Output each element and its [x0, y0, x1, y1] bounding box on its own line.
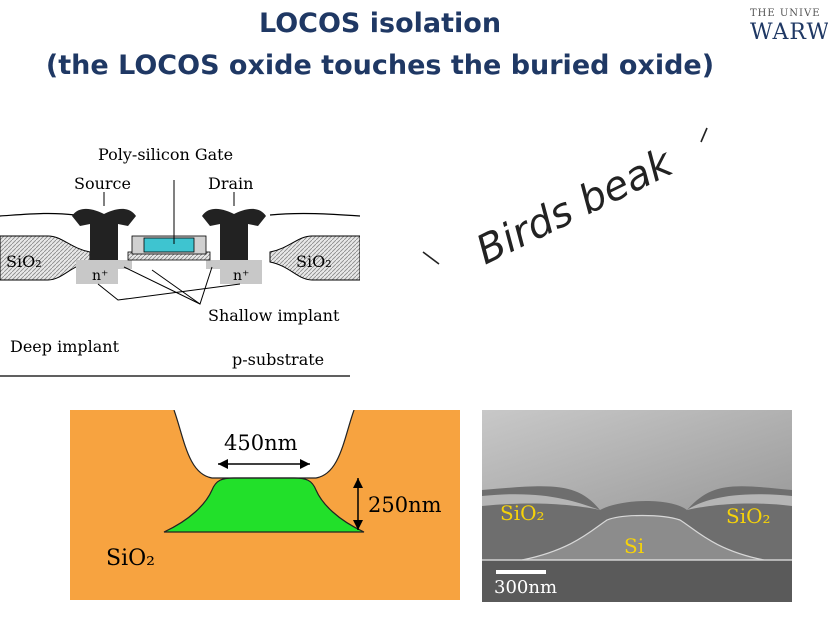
sem-ridge-left: [482, 494, 600, 510]
drain-label: Drain: [208, 174, 253, 193]
sem-ridge-right: [687, 494, 792, 510]
height-label: 250nm: [368, 493, 442, 517]
sio2-right-label: SiO₂: [296, 252, 332, 271]
logo-small-text: THE UNIVE: [750, 8, 821, 19]
deep-implant-label: Deep implant: [10, 337, 120, 356]
locos-oxide-right: [269, 235, 360, 281]
university-logo: THE UNIVE WARW: [750, 8, 828, 48]
handwritten-text: Birds beak: [469, 139, 681, 274]
logo-wordmark: WARW: [750, 20, 828, 45]
locos-schematic: 450nm 250nm SiO₂: [70, 410, 460, 600]
shallow-implant-label: Shallow implant: [208, 306, 340, 325]
gate-label: Poly-silicon Gate: [98, 145, 233, 164]
deep-implant-right: [220, 260, 262, 284]
sem-sio2-right: SiO₂: [726, 504, 771, 528]
surface-line-left: [0, 212, 76, 217]
sem-micrograph: SiO₂ Si SiO₂ 300nm: [482, 410, 792, 602]
source-contact: [72, 208, 136, 260]
shallow-implant-left: [118, 260, 132, 269]
sio2-left-label: SiO₂: [6, 252, 42, 271]
sem-silicon-island: [521, 514, 765, 561]
deep-implant-leader: [97, 283, 241, 301]
deep-implant-left: [76, 260, 118, 284]
oxide-label: SiO₂: [106, 546, 155, 571]
drain-contact: [202, 208, 266, 260]
substrate-label: p-substrate: [232, 350, 324, 369]
n-plus-left: n⁺: [92, 268, 108, 284]
scale-label: 300nm: [494, 577, 557, 598]
scale-bar: [496, 570, 546, 574]
annotation-dash: [422, 251, 440, 265]
sem-sio2-left: SiO₂: [500, 501, 545, 525]
source-label: Source: [74, 174, 131, 193]
poly-gate: [143, 237, 195, 253]
slide-subtitle: (the LOCOS oxide touches the buried oxid…: [45, 50, 715, 81]
surface-line-right: [269, 212, 360, 217]
n-plus-right: n⁺: [233, 268, 249, 284]
slide-title: LOCOS isolation: [258, 8, 502, 39]
mosfet-cross-section: Poly-silicon Gate Source Drain SiO₂ SiO₂…: [0, 145, 360, 377]
sem-upper-surface: [482, 410, 792, 510]
width-label: 450nm: [224, 431, 298, 455]
shallow-implant-right: [206, 260, 220, 269]
sem-si-label: Si: [624, 534, 644, 558]
shallow-implant-leader: [123, 266, 213, 305]
handwritten-annotation: Birds beak: [422, 127, 708, 274]
apostrophe-mark: [700, 127, 708, 143]
